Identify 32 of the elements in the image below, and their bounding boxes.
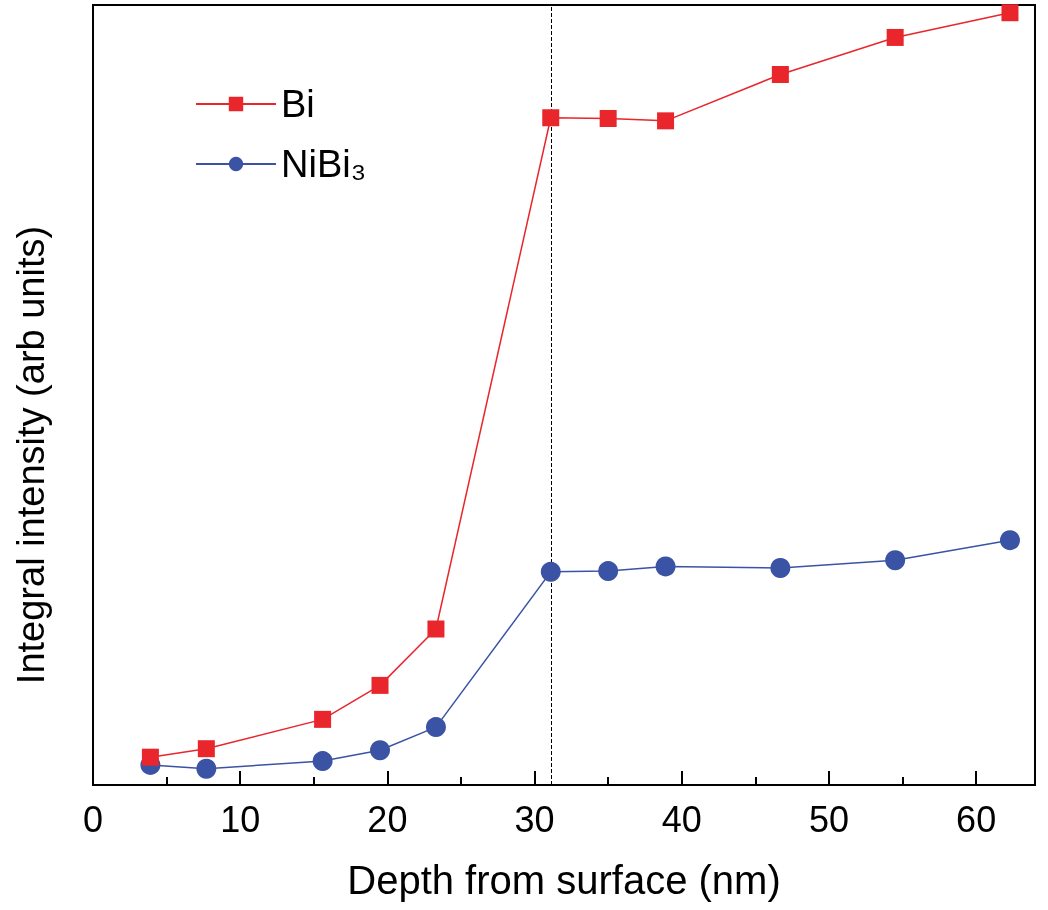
point xyxy=(542,109,560,127)
point xyxy=(141,748,159,766)
point xyxy=(770,557,791,578)
point xyxy=(370,740,391,761)
x-tick-label: 60 xyxy=(956,798,997,840)
point xyxy=(655,556,676,577)
x-tick-label: 10 xyxy=(220,798,261,840)
y-axis-title: Integral intensity (arb units) xyxy=(10,225,52,685)
point xyxy=(886,28,904,46)
point xyxy=(540,561,561,582)
point xyxy=(427,620,445,638)
point xyxy=(657,112,675,130)
point xyxy=(599,110,617,128)
point xyxy=(197,740,215,758)
point xyxy=(371,676,389,694)
point xyxy=(312,751,333,772)
point xyxy=(1000,530,1020,551)
legend-label: Bi xyxy=(281,83,315,125)
point xyxy=(1001,4,1019,22)
x-tick-label: 50 xyxy=(808,798,849,840)
point xyxy=(885,550,906,571)
point xyxy=(771,66,789,83)
point xyxy=(314,710,332,728)
x-axis-title: Depth from surface (nm) xyxy=(347,858,781,902)
point xyxy=(425,717,446,738)
x-tick-label: 20 xyxy=(367,798,408,840)
legend-label: NiBi₃ xyxy=(281,143,367,185)
point xyxy=(196,758,217,779)
x-tick-label: 40 xyxy=(661,798,702,840)
x-tick-label: 0 xyxy=(82,798,104,840)
point xyxy=(598,561,619,582)
x-tick-label: 30 xyxy=(514,798,555,840)
